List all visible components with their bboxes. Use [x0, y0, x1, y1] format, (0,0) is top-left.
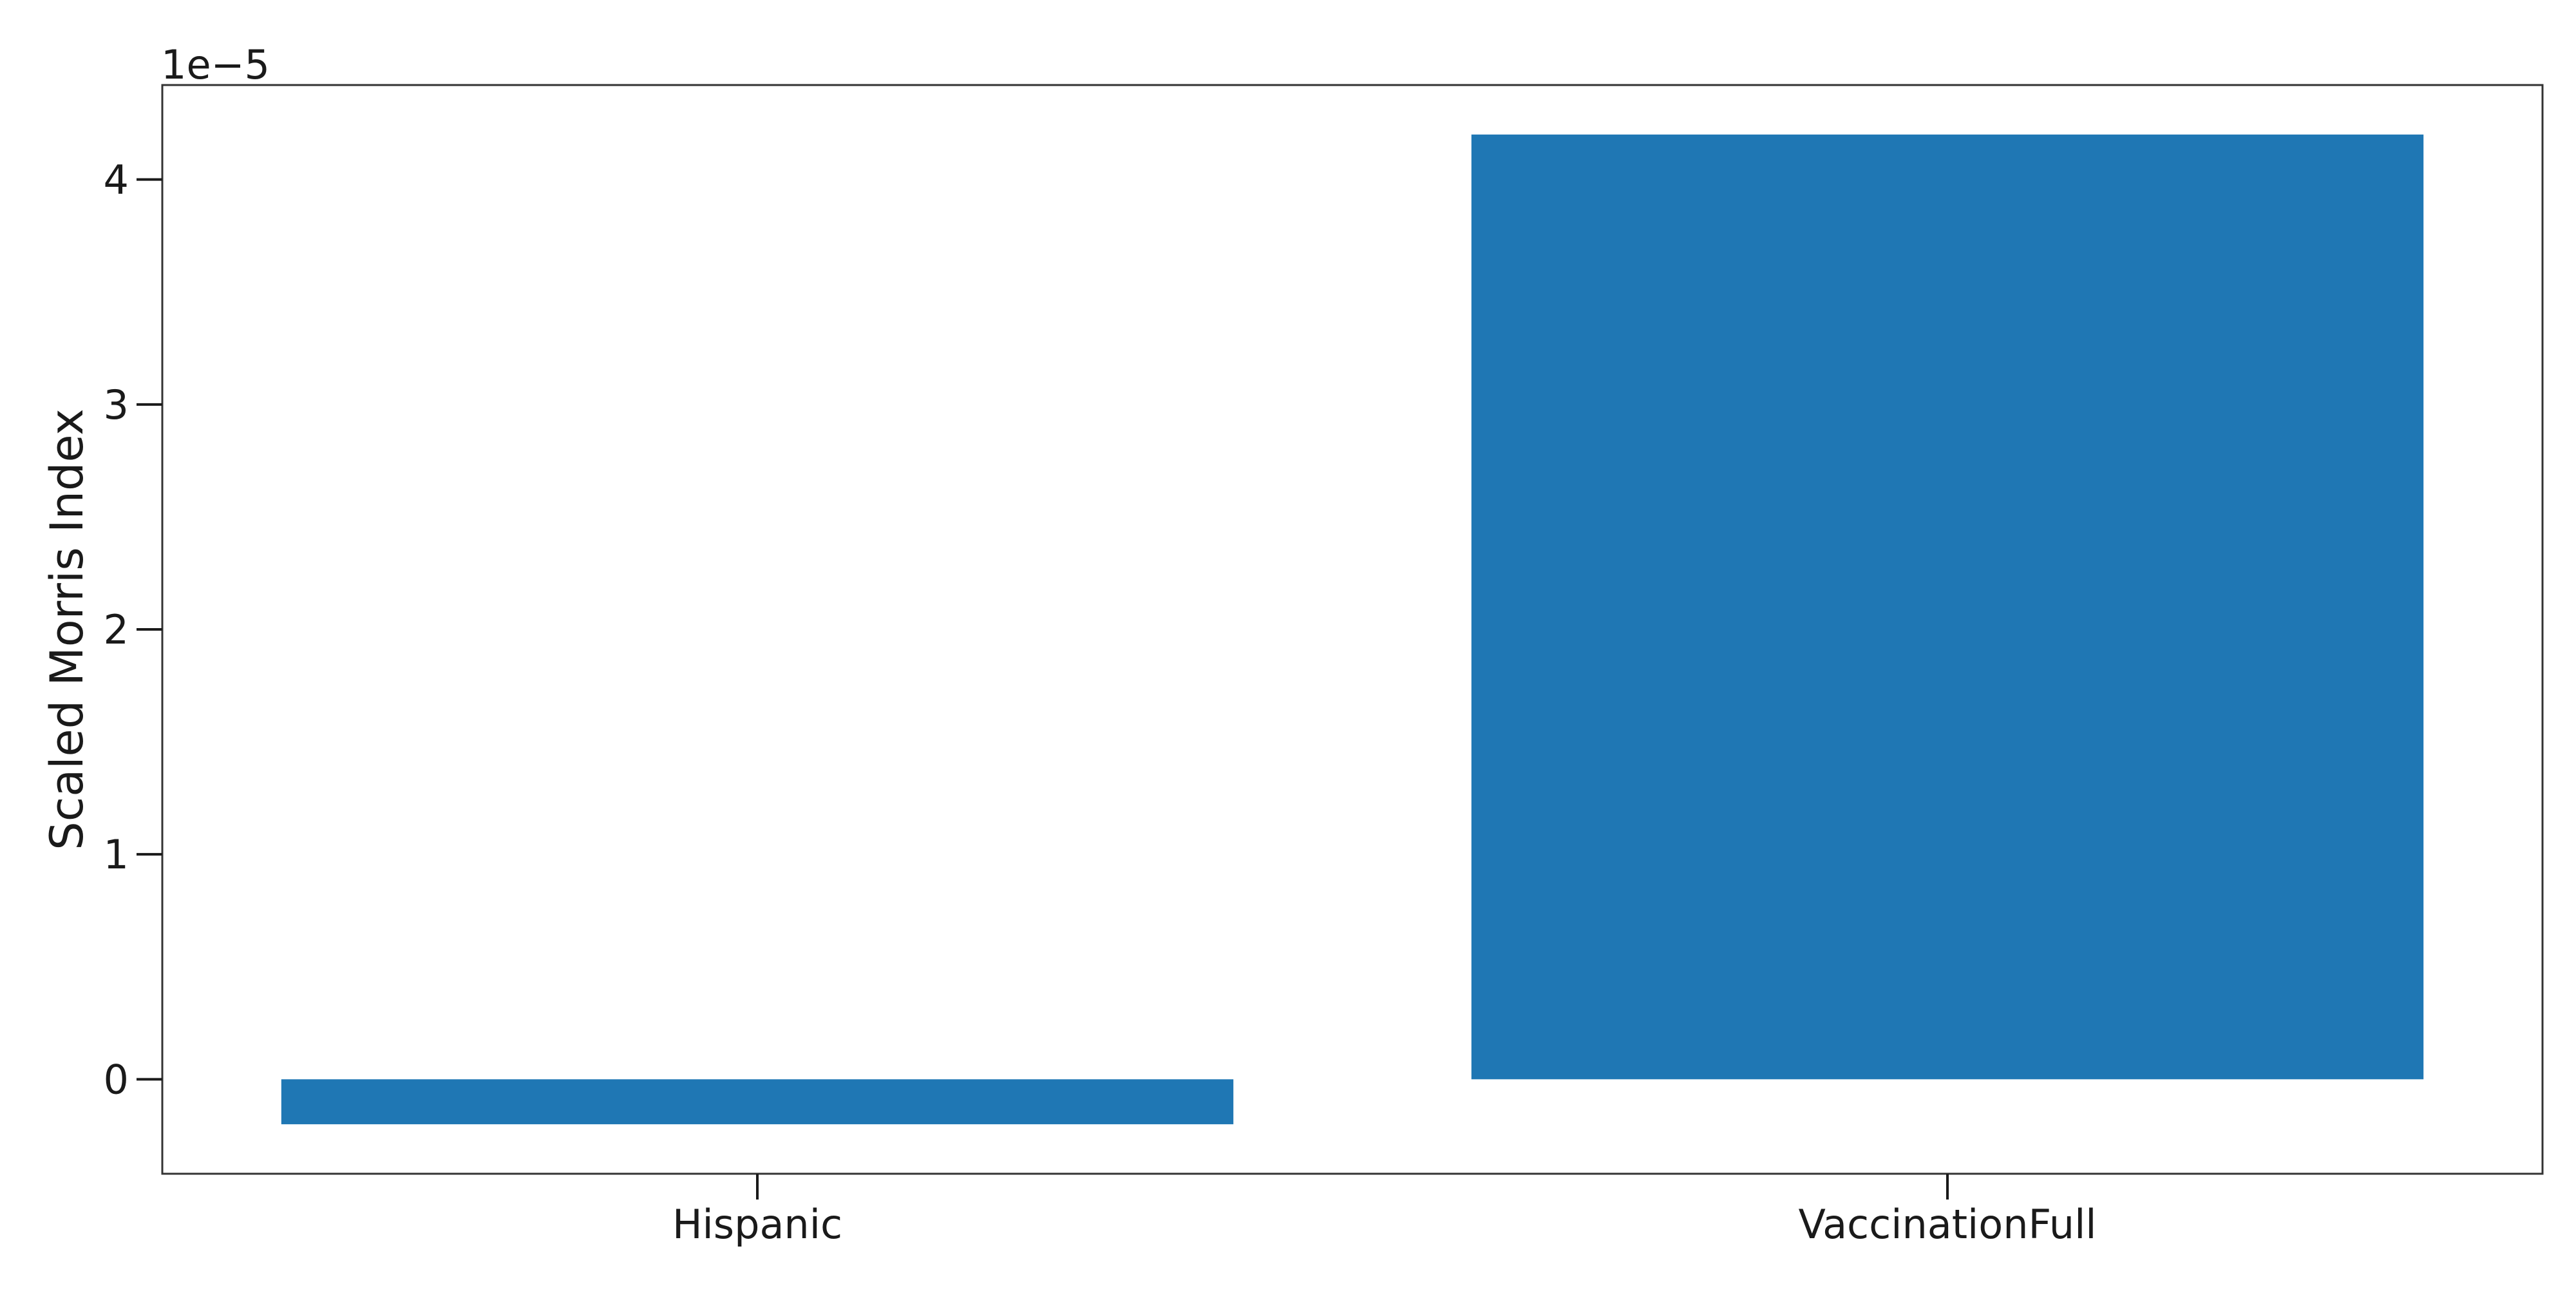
- y-axis: 0 1 2 3 4: [104, 157, 162, 1103]
- y-tick-label: 2: [104, 606, 129, 653]
- y-tick-label: 3: [104, 381, 129, 428]
- bar-hispanic: [281, 1079, 1234, 1125]
- x-tick-label: Hispanic: [672, 1201, 842, 1248]
- y-axis-offset-label: 1e−5: [161, 41, 270, 88]
- x-tick-label: VaccinationFull: [1798, 1201, 2096, 1248]
- y-tick-label: 4: [104, 157, 129, 204]
- y-tick-label: 1: [104, 831, 129, 878]
- y-tick-label: 0: [104, 1056, 129, 1103]
- bars-layer: [281, 134, 2424, 1125]
- bar-vaccinationfull: [1471, 134, 2424, 1080]
- y-axis-label: Scaled Morris Index: [41, 408, 93, 850]
- x-axis: Hispanic VaccinationFull: [672, 1174, 2097, 1248]
